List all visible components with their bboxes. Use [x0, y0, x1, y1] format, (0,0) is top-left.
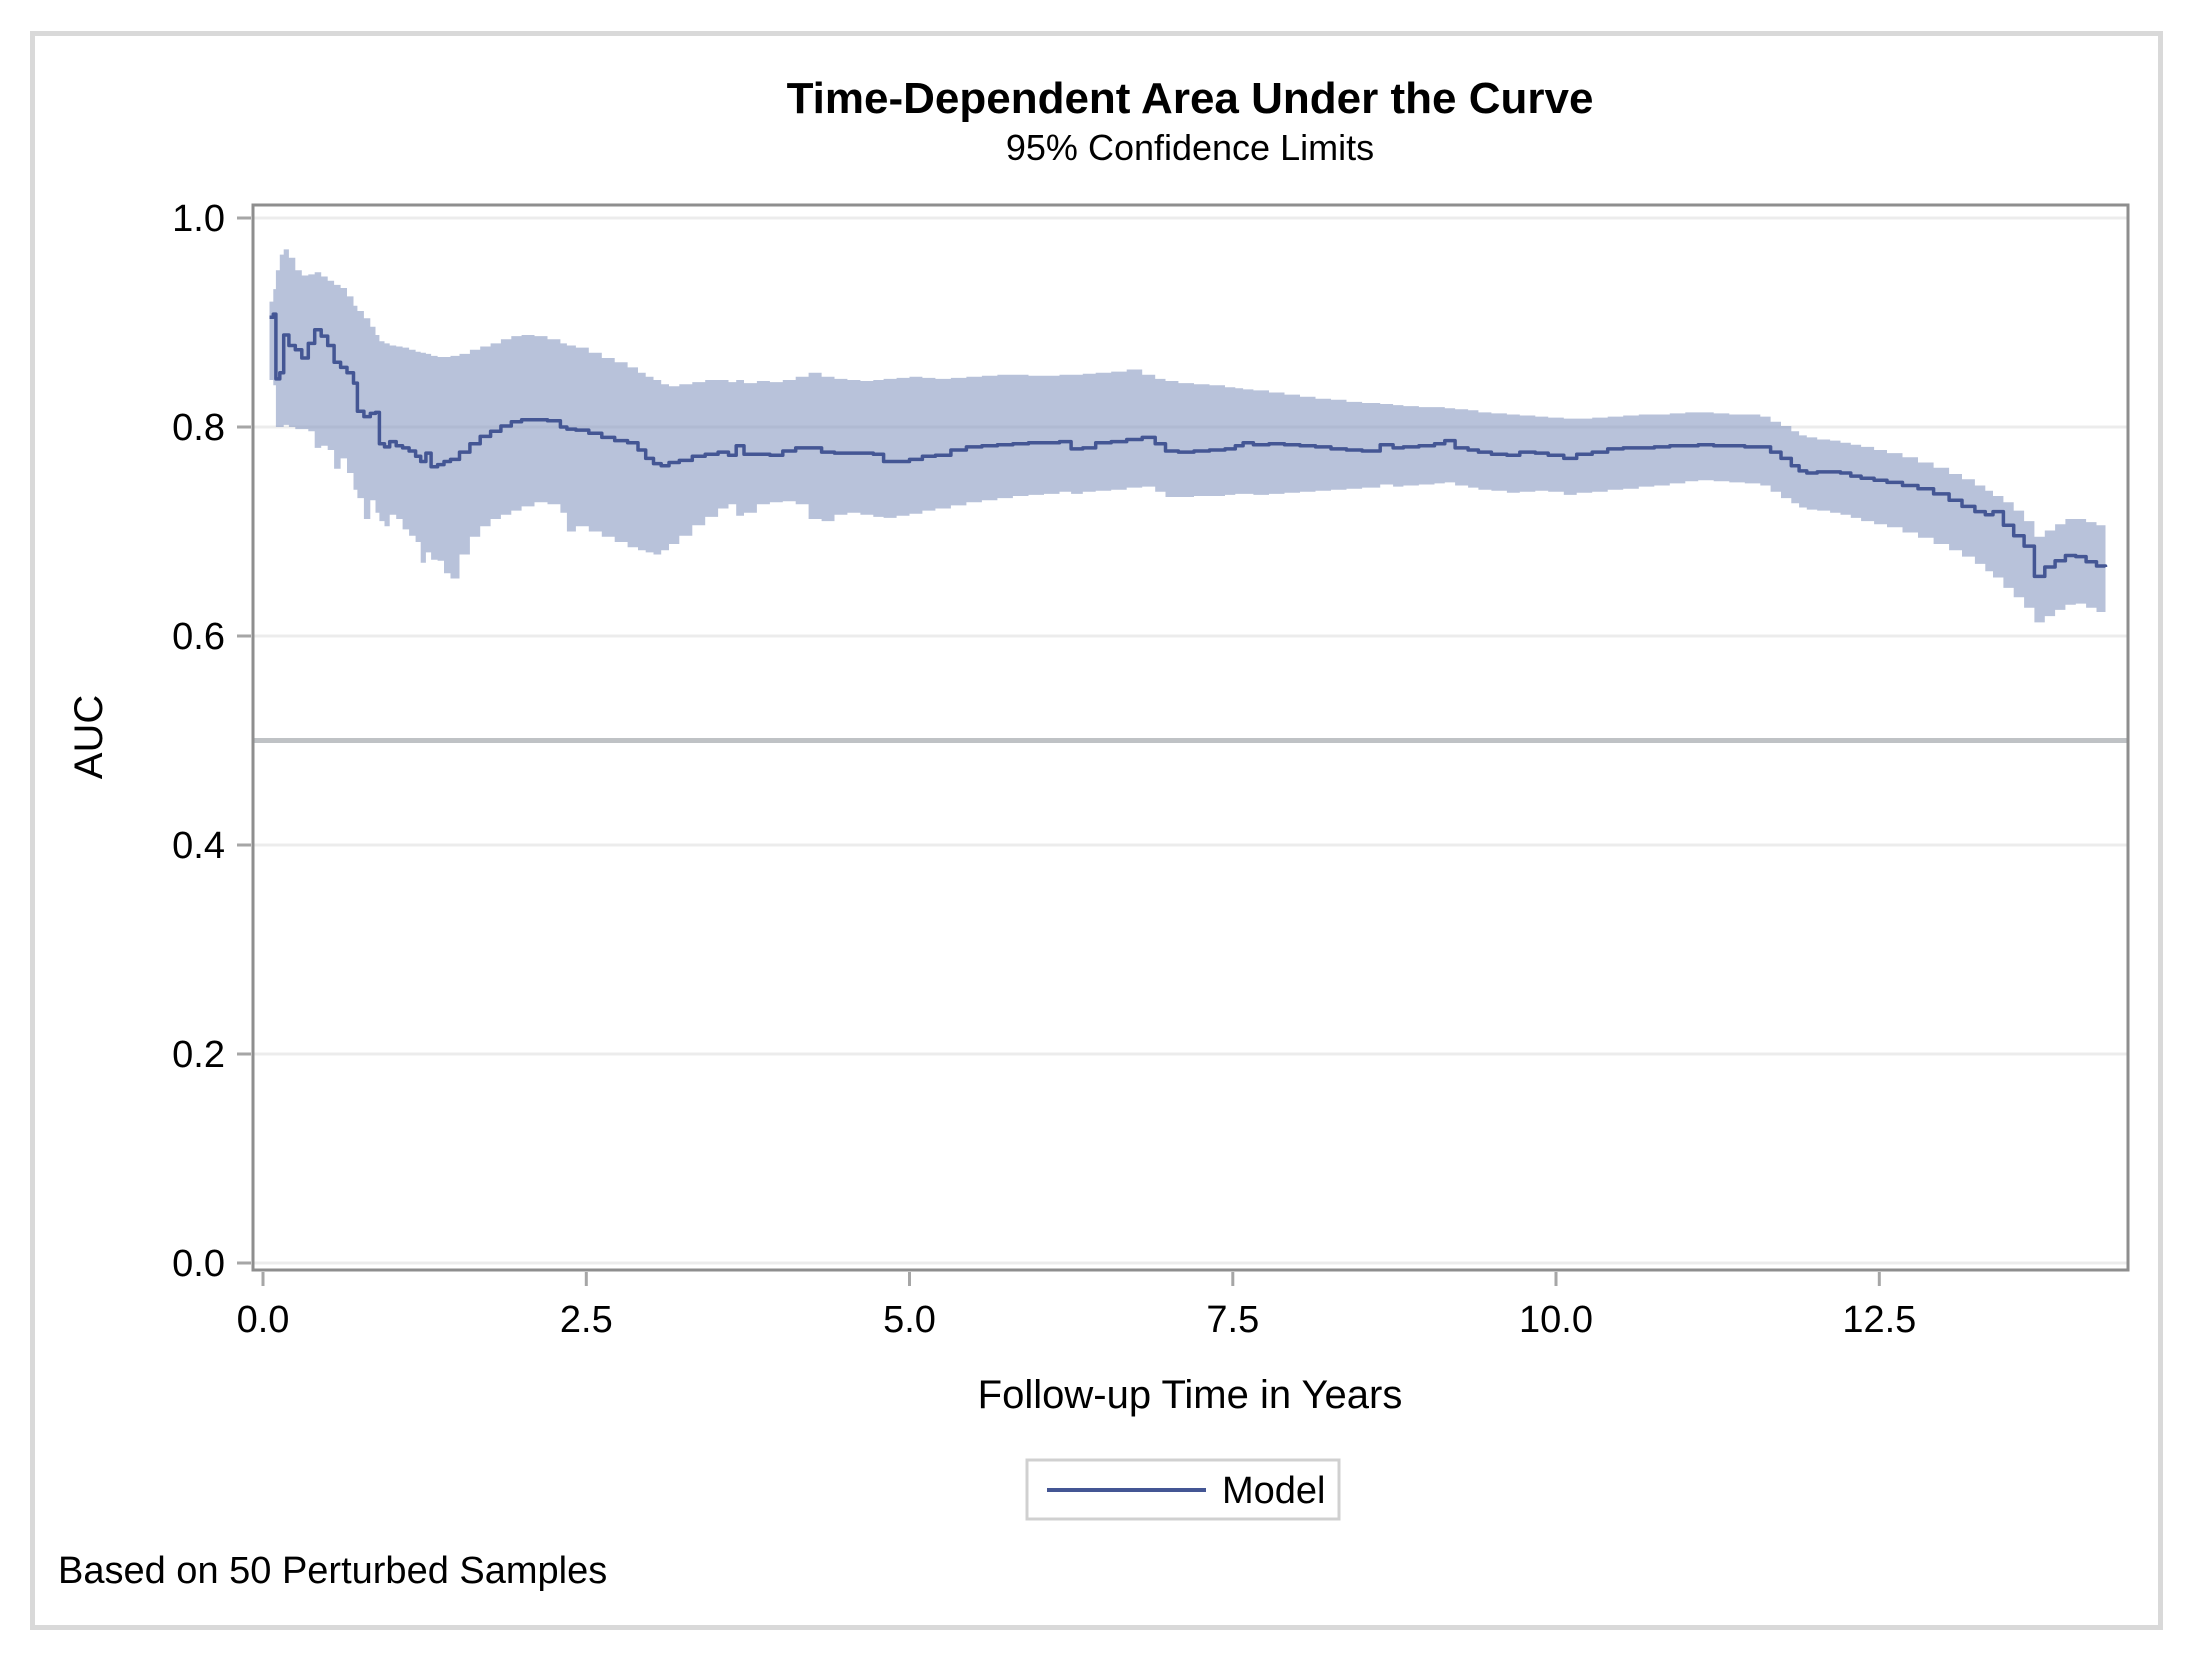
- y-tick-label: 0.2: [172, 1034, 225, 1076]
- x-tick-label: 7.5: [1206, 1299, 1259, 1341]
- y-tick-label: 0.4: [172, 825, 225, 867]
- chart-subtitle: 95% Confidence Limits: [1006, 127, 1374, 168]
- y-tick-label: 0.8: [172, 407, 225, 449]
- x-tick-label: 0.0: [237, 1299, 290, 1341]
- plot-frame: [251, 203, 2130, 1272]
- model-line: [269, 312, 2108, 579]
- x-tick-label: 5.0: [883, 1299, 936, 1341]
- legend-model-label: Model: [1222, 1470, 1326, 1512]
- legend: Model: [1025, 1458, 1341, 1521]
- y-axis-title: AUC: [67, 695, 111, 779]
- confidence-band: [269, 249, 2106, 623]
- chart-title: Time-Dependent Area Under the Curve: [787, 74, 1594, 123]
- outer-border: [30, 31, 2163, 1630]
- y-tick-label: 0.0: [172, 1243, 225, 1285]
- x-tick-label: 10.0: [1519, 1299, 1593, 1341]
- x-tick-label: 12.5: [1842, 1299, 1916, 1341]
- y-tick-label: 1.0: [172, 198, 225, 240]
- x-tick-label: 2.5: [560, 1299, 613, 1341]
- y-tick-label: 0.6: [172, 616, 225, 658]
- x-axis-title: Follow-up Time in Years: [978, 1373, 1403, 1417]
- plot-area: 0.0 0.2 0.4 0.6 0.8 1.0 0.0 2.5 5.0 7.5 10.0 12.5: [172, 198, 2130, 1341]
- footnote: Based on 50 Perturbed Samples: [58, 1550, 607, 1592]
